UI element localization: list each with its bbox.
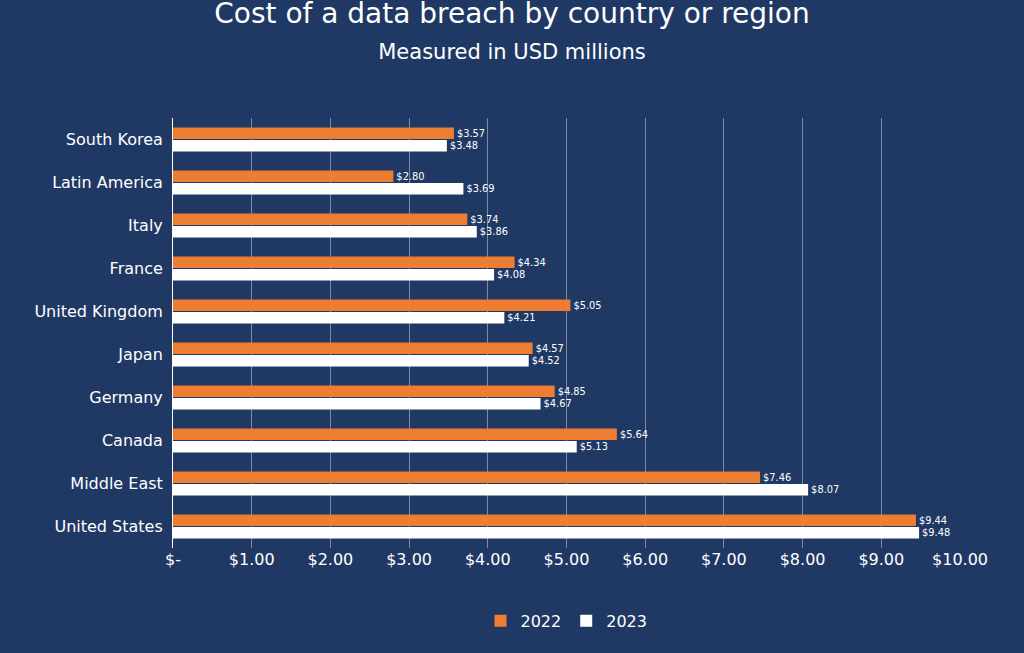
svg-text:$9.44: $9.44: [919, 515, 947, 526]
svg-text:2022: 2022: [521, 612, 562, 631]
svg-text:South Korea: South Korea: [66, 130, 163, 149]
svg-text:$5.13: $5.13: [580, 441, 608, 452]
svg-text:$3.48: $3.48: [450, 140, 478, 151]
svg-text:United States: United States: [54, 517, 162, 536]
svg-text:Japan: Japan: [117, 345, 163, 364]
svg-text:$7.46: $7.46: [763, 472, 791, 483]
svg-text:$-: $-: [165, 550, 181, 569]
svg-text:$3.57: $3.57: [457, 128, 485, 139]
svg-text:$3.69: $3.69: [466, 183, 494, 194]
svg-text:$1.00: $1.00: [229, 550, 275, 569]
svg-text:$4.08: $4.08: [497, 269, 525, 280]
svg-text:$10.00: $10.00: [932, 550, 988, 569]
svg-text:$9.48: $9.48: [922, 527, 950, 538]
svg-text:$3.74: $3.74: [470, 214, 498, 225]
svg-text:$4.57: $4.57: [536, 343, 564, 354]
svg-text:Canada: Canada: [102, 431, 163, 450]
svg-text:$2.00: $2.00: [307, 550, 353, 569]
svg-text:Germany: Germany: [89, 388, 163, 407]
svg-text:$7.00: $7.00: [701, 550, 747, 569]
svg-text:Latin America: Latin America: [52, 173, 163, 192]
svg-text:$4.21: $4.21: [507, 312, 535, 323]
svg-text:United Kingdom: United Kingdom: [34, 302, 162, 321]
svg-text:Italy: Italy: [128, 216, 163, 235]
svg-text:Cost of a data breach by count: Cost of a data breach by country or regi…: [214, 0, 809, 64]
svg-text:$9.00: $9.00: [858, 550, 904, 569]
svg-text:$8.07: $8.07: [811, 484, 839, 495]
svg-text:$5.64: $5.64: [620, 429, 648, 440]
svg-text:$4.67: $4.67: [544, 398, 572, 409]
svg-text:$4.34: $4.34: [518, 257, 546, 268]
svg-text:$4.85: $4.85: [558, 386, 586, 397]
svg-text:$4.00: $4.00: [465, 550, 511, 569]
svg-text:$3.86: $3.86: [480, 226, 508, 237]
svg-text:$8.00: $8.00: [780, 550, 826, 569]
svg-text:$5.00: $5.00: [544, 550, 590, 569]
svg-text:$2.80: $2.80: [396, 171, 424, 182]
svg-text:$5.05: $5.05: [573, 300, 601, 311]
svg-text:$4.52: $4.52: [532, 355, 560, 366]
svg-text:2023: 2023: [606, 612, 647, 631]
svg-text:France: France: [110, 259, 163, 278]
svg-text:Middle East: Middle East: [70, 474, 162, 493]
svg-text:$6.00: $6.00: [622, 550, 668, 569]
svg-text:$3.00: $3.00: [386, 550, 432, 569]
